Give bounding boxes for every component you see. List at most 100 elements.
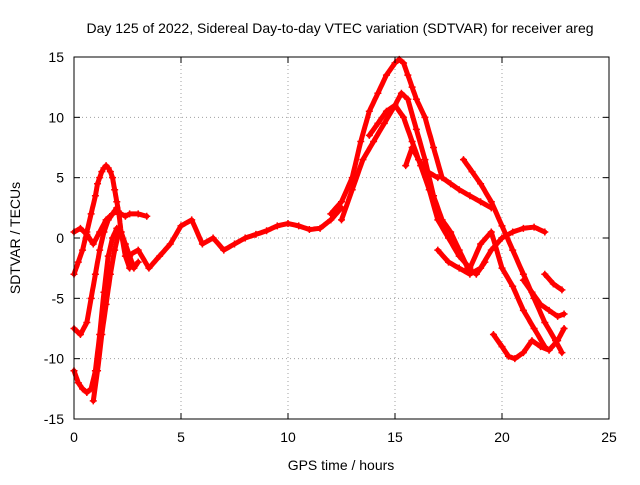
data-point <box>115 228 123 236</box>
data-point <box>231 240 238 248</box>
data-point <box>447 180 455 188</box>
data-point <box>87 210 95 218</box>
data-point <box>124 252 131 260</box>
data-point <box>102 300 110 308</box>
data-point <box>79 246 87 254</box>
data-point <box>316 224 324 232</box>
data-point <box>487 246 495 254</box>
data-point <box>487 228 495 236</box>
data-point <box>113 204 121 212</box>
data-point <box>357 137 365 145</box>
data-point <box>519 276 527 284</box>
data-point <box>541 270 549 278</box>
data-point <box>305 226 313 234</box>
y-tick-label: 15 <box>48 49 64 65</box>
y-tick-label: -10 <box>44 351 64 367</box>
data-point <box>397 89 405 97</box>
data-point <box>558 349 566 357</box>
series-arc-l <box>489 325 568 363</box>
series-arc-j <box>402 144 442 182</box>
data-point <box>91 192 99 200</box>
data-point <box>412 95 420 103</box>
y-tick-label: -5 <box>52 290 65 306</box>
data-point <box>402 162 410 170</box>
data-point <box>87 294 95 302</box>
data-point <box>111 246 119 254</box>
data-point <box>498 343 506 351</box>
data-point <box>74 258 82 266</box>
data-point <box>295 222 303 230</box>
y-axis-title: SDTVAR / TECUs <box>7 182 23 294</box>
data-point <box>554 337 562 345</box>
data-point <box>455 252 463 260</box>
data-point <box>415 156 423 164</box>
axis-layer: 0 5 10 15 20 25 -15 -10 -5 0 5 10 15 <box>44 49 617 445</box>
data-point <box>106 168 114 176</box>
data-point <box>365 107 373 115</box>
data-point <box>459 156 467 164</box>
data-point <box>370 137 378 145</box>
data-point <box>96 246 104 254</box>
data-point <box>83 230 91 238</box>
data-point <box>445 234 452 242</box>
data-point <box>537 343 545 351</box>
data-point <box>284 220 292 228</box>
series-line <box>71 225 141 395</box>
data-point <box>404 71 412 79</box>
x-tick-label: 5 <box>177 429 185 445</box>
data-point <box>263 227 271 235</box>
series-arc-g <box>327 55 495 218</box>
grid-layer <box>74 57 609 419</box>
x-tick-label: 0 <box>70 429 78 445</box>
data-point <box>558 286 566 294</box>
data-point <box>117 210 125 218</box>
data-point <box>434 216 442 224</box>
data-point <box>109 234 117 242</box>
data-point <box>498 234 506 242</box>
data-point <box>509 228 517 236</box>
data-point <box>94 367 102 375</box>
data-point <box>509 246 517 254</box>
data-point <box>134 210 142 218</box>
data-point <box>455 264 463 272</box>
series-arc-e <box>89 228 123 405</box>
data-point <box>143 212 151 220</box>
data-point <box>130 264 138 272</box>
data-point <box>400 59 408 67</box>
data-point <box>466 270 474 278</box>
data-point <box>504 352 512 360</box>
y-tick-label: -15 <box>44 411 64 427</box>
data-point <box>96 174 104 182</box>
data-point <box>408 144 416 151</box>
data-point <box>327 216 335 224</box>
data-point <box>177 222 185 230</box>
series-arc-h <box>338 89 489 278</box>
data-point <box>145 264 153 272</box>
data-point <box>338 198 345 206</box>
data-point <box>541 318 549 326</box>
data-point <box>425 186 433 194</box>
data-point <box>408 83 416 91</box>
data-point <box>134 246 142 254</box>
data-point <box>166 240 174 248</box>
data-point <box>89 240 97 248</box>
data-point <box>126 210 134 218</box>
data-point <box>94 180 102 188</box>
data-point <box>380 119 388 127</box>
data-point <box>445 258 452 266</box>
data-point <box>391 101 399 109</box>
data-point <box>487 198 495 206</box>
data-point <box>447 228 455 236</box>
data-point <box>102 216 110 224</box>
data-point <box>434 174 442 182</box>
data-point <box>528 337 536 345</box>
data-point <box>109 174 117 182</box>
data-point <box>104 164 112 172</box>
data-point <box>400 113 408 121</box>
data-point <box>468 168 476 176</box>
data-point <box>106 270 114 278</box>
data-point <box>365 131 373 139</box>
data-point <box>382 107 390 115</box>
data-point <box>421 156 429 164</box>
data-point <box>348 186 356 194</box>
